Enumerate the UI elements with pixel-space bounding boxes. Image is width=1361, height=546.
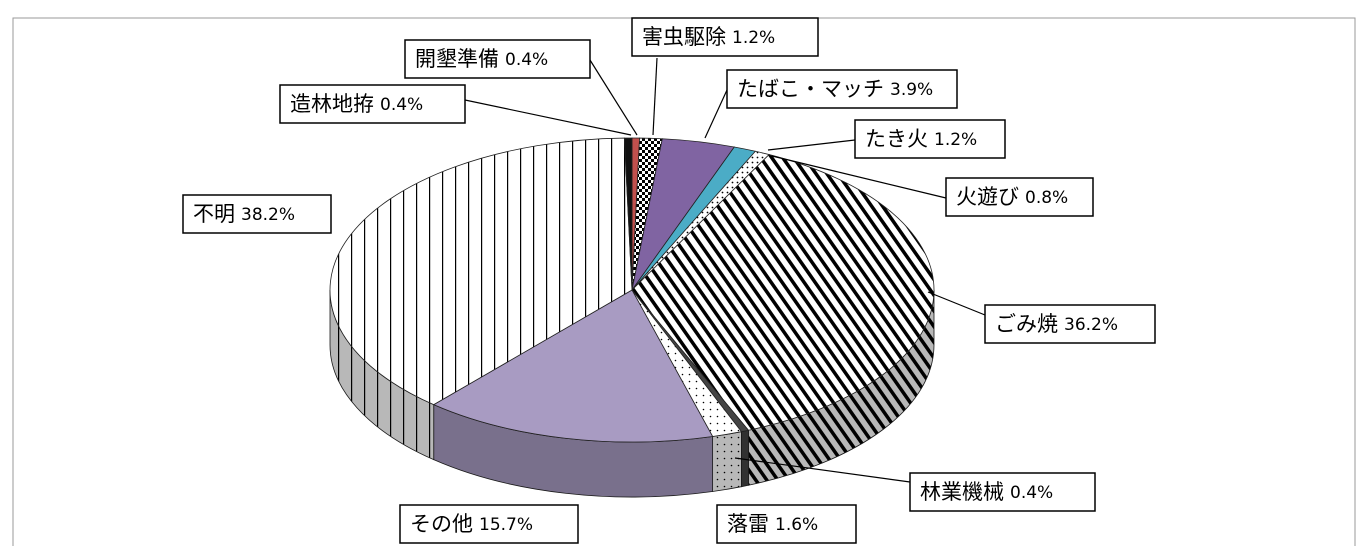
leader-line <box>927 291 986 316</box>
label-box <box>726 69 958 109</box>
data-label: 落雷 1.6% <box>727 512 818 536</box>
value-label: 3.9% <box>890 80 933 100</box>
category-name: ごみ焼 <box>995 312 1058 336</box>
label-box <box>854 119 1006 159</box>
label-box <box>279 84 466 124</box>
value-label: 1.2% <box>934 130 977 150</box>
value-label: 0.4% <box>1010 483 1053 503</box>
leader-line <box>464 99 632 136</box>
label-box <box>404 39 591 79</box>
data-label: 害虫駆除 1.2% <box>642 25 775 49</box>
label-box <box>631 17 819 57</box>
category-name: たき火 <box>865 127 928 151</box>
slice <box>329 137 633 406</box>
data-label: ごみ焼 36.2% <box>995 312 1118 336</box>
leader-line <box>589 59 638 136</box>
value-label: 15.7% <box>479 515 533 535</box>
value-label: 0.8% <box>1025 188 1068 208</box>
label-box <box>984 304 1156 344</box>
slice <box>432 289 714 443</box>
data-label: たばこ・マッチ 3.9% <box>737 77 933 101</box>
value-label: 1.2% <box>732 28 775 48</box>
value-label: 0.4% <box>505 50 548 70</box>
label-box <box>182 194 332 234</box>
value-label: 1.6% <box>775 515 818 535</box>
category-name: たばこ・マッチ <box>737 77 884 101</box>
data-label: 不明 38.2% <box>193 202 295 226</box>
pie-tops <box>329 137 935 443</box>
leader-line <box>704 89 728 139</box>
leader-line <box>734 457 911 483</box>
leader-line <box>652 57 658 136</box>
category-name: 落雷 <box>727 512 769 536</box>
label-box <box>945 177 1094 217</box>
slice <box>631 154 935 431</box>
slice-side <box>712 431 742 492</box>
category-name: その他 <box>410 512 473 536</box>
category-name: 不明 <box>193 202 235 226</box>
label-box <box>909 472 1096 512</box>
slice <box>623 137 633 291</box>
category-name: 火遊び <box>956 185 1019 209</box>
category-name: 造林地拵 <box>290 92 374 116</box>
leader-line <box>771 155 947 199</box>
label-box <box>399 504 579 544</box>
value-label: 36.2% <box>1064 315 1118 335</box>
data-label: たき火 1.2% <box>865 127 977 151</box>
data-label: 開墾準備 0.4% <box>415 47 548 71</box>
label-box <box>716 504 857 544</box>
value-label: 38.2% <box>241 205 295 225</box>
category-name: 害虫駆除 <box>642 25 726 49</box>
category-name: 林業機械 <box>920 480 1004 504</box>
data-label: 林業機械 0.4% <box>920 480 1053 504</box>
value-label: 0.4% <box>380 95 423 115</box>
data-label: その他 15.7% <box>410 512 533 536</box>
data-label: 造林地拵 0.4% <box>290 92 423 116</box>
labels: 開墾準備 0.4% 害虫駆除 1.2% たばこ・マッチ 3.9% たき火 1.2% 火遊び 0.8… <box>182 17 1156 544</box>
data-label: 火遊び 0.8% <box>956 185 1068 209</box>
category-name: 開墾準備 <box>415 47 499 71</box>
leader-line <box>767 139 856 151</box>
